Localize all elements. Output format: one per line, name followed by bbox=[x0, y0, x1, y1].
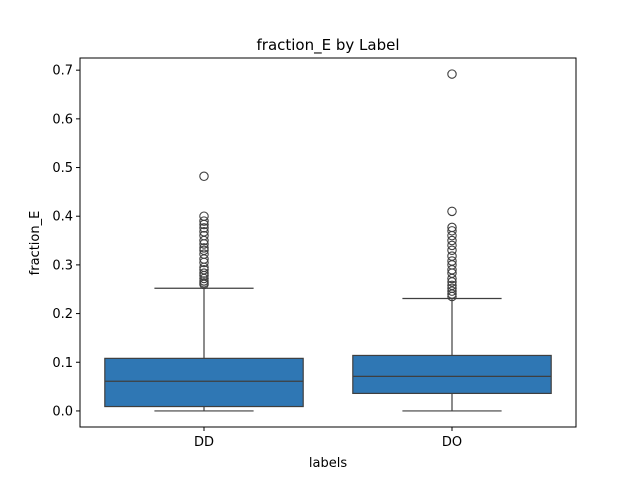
outlier-point bbox=[199, 211, 209, 221]
outlier-point bbox=[199, 216, 209, 226]
outlier-point bbox=[447, 226, 457, 236]
x-axis-label: labels bbox=[309, 456, 347, 471]
outlier-point bbox=[199, 230, 209, 241]
box-iqr bbox=[104, 357, 304, 408]
y-tick-label: 0.7 bbox=[52, 64, 73, 79]
plot-area bbox=[104, 69, 552, 412]
outlier-point bbox=[447, 256, 457, 266]
outlier-point bbox=[447, 240, 457, 251]
x-tick-label: DO bbox=[442, 435, 462, 450]
outlier-point bbox=[199, 171, 209, 182]
plot-frame bbox=[79, 57, 577, 428]
chart-title: fraction_E by Label bbox=[257, 36, 400, 55]
y-axis-label: fraction_E bbox=[28, 211, 43, 276]
y-tick-label: 0.3 bbox=[52, 258, 73, 273]
box-iqr bbox=[352, 354, 552, 395]
outlier-point bbox=[447, 280, 457, 291]
x-tick-label: DD bbox=[194, 435, 214, 450]
outlier-point bbox=[447, 286, 457, 296]
outlier-point bbox=[447, 235, 457, 246]
y-axis: 0.0 0.1 0.2 0.3 0.4 0.5 0.6 0.7 bbox=[52, 64, 80, 419]
outlier-point bbox=[447, 245, 457, 256]
outlier-point bbox=[199, 276, 209, 286]
box-group-do bbox=[352, 69, 552, 412]
outlier-point bbox=[199, 268, 209, 278]
y-tick-label: 0.2 bbox=[52, 307, 73, 322]
y-tick-label: 0.1 bbox=[52, 356, 73, 371]
y-tick-label: 0.6 bbox=[52, 112, 73, 127]
outlier-point bbox=[447, 230, 457, 241]
outlier-point bbox=[447, 283, 457, 294]
x-axis: DD DO bbox=[194, 427, 462, 450]
outlier-point bbox=[199, 243, 209, 253]
outlier-point bbox=[199, 249, 209, 259]
outlier-point bbox=[199, 265, 209, 275]
box-group-dd bbox=[104, 171, 304, 412]
outlier-point bbox=[199, 245, 209, 256]
y-tick-label: 0.4 bbox=[52, 210, 73, 225]
y-tick-label: 0.0 bbox=[52, 404, 73, 419]
outlier-point bbox=[447, 206, 457, 217]
outlier-point bbox=[199, 223, 209, 233]
y-tick-label: 0.5 bbox=[52, 161, 73, 176]
outlier-point bbox=[447, 222, 457, 233]
outlier-point bbox=[199, 227, 209, 237]
outlier-point bbox=[447, 251, 457, 261]
outlier-point bbox=[447, 69, 457, 79]
